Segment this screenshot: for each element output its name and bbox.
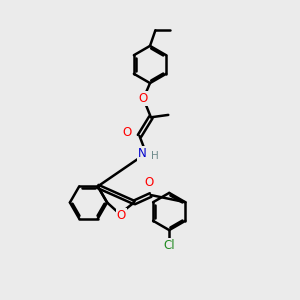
Text: O: O xyxy=(122,126,131,140)
Text: H: H xyxy=(151,151,158,161)
Text: O: O xyxy=(139,92,148,105)
Text: O: O xyxy=(145,176,154,189)
Text: N: N xyxy=(138,147,147,160)
Text: Cl: Cl xyxy=(164,239,175,252)
Text: O: O xyxy=(117,209,126,222)
